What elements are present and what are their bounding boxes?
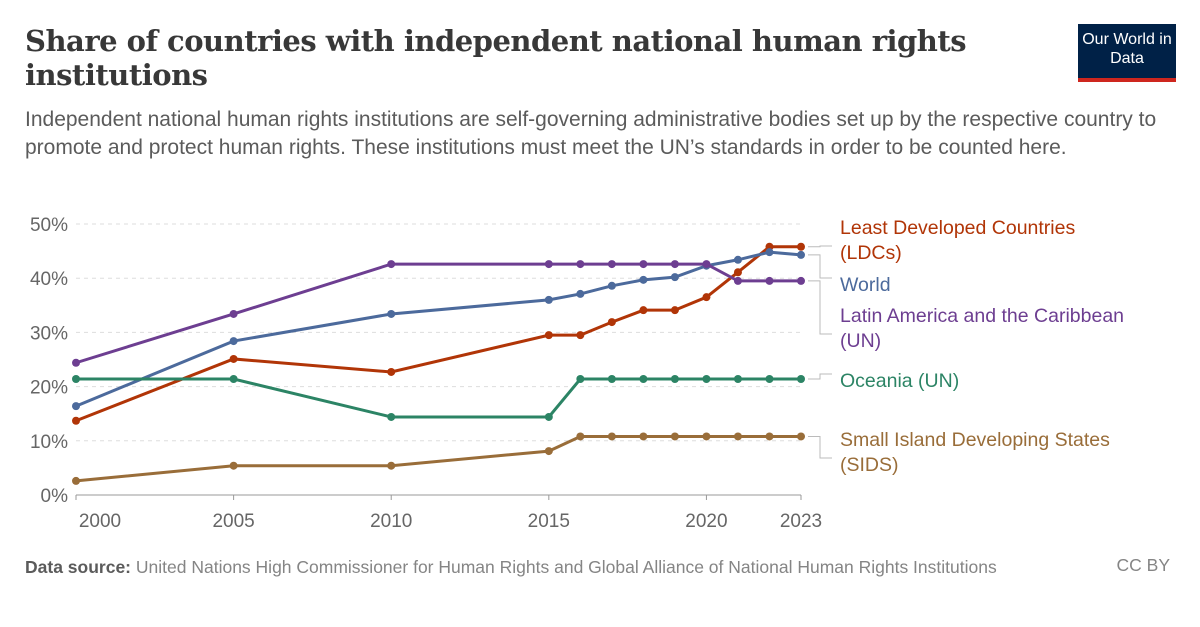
data-point[interactable] — [387, 461, 396, 470]
chart-subtitle: Independent national human rights instit… — [25, 108, 1157, 159]
data-point[interactable] — [639, 260, 648, 269]
data-point[interactable] — [639, 375, 648, 384]
data-point[interactable] — [797, 375, 805, 384]
y-tick-label: 10% — [30, 432, 68, 453]
y-tick-label: 40% — [30, 269, 68, 290]
data-point[interactable] — [797, 250, 805, 259]
data-point[interactable] — [387, 309, 396, 318]
y-tick-label: 0% — [41, 486, 69, 507]
data-point[interactable] — [607, 432, 616, 441]
data-point[interactable] — [387, 412, 396, 421]
label-connector — [808, 435, 832, 459]
data-point[interactable] — [229, 309, 238, 318]
y-tick-label: 50% — [30, 215, 68, 236]
series-label: (SIDS) — [840, 454, 899, 476]
data-point[interactable] — [765, 276, 774, 285]
data-point[interactable] — [670, 260, 679, 269]
data-point[interactable] — [639, 432, 648, 441]
data-point[interactable] — [576, 289, 585, 298]
series-label: (UN) — [840, 330, 881, 352]
series-label: Least Developed Countries — [840, 217, 1075, 239]
data-point[interactable] — [576, 331, 585, 340]
y-tick-label: 20% — [30, 378, 68, 399]
data-point[interactable] — [576, 432, 585, 441]
data-point[interactable] — [544, 412, 553, 421]
data-point[interactable] — [544, 447, 553, 456]
data-point[interactable] — [733, 432, 742, 441]
series-line[interactable] — [76, 377, 801, 419]
data-point[interactable] — [544, 260, 553, 269]
data-point[interactable] — [544, 295, 553, 304]
owid-logo[interactable]: Our World in Data — [1078, 24, 1176, 82]
data-point[interactable] — [670, 375, 679, 384]
data-point[interactable] — [544, 331, 553, 340]
data-point[interactable] — [733, 268, 742, 277]
series-line[interactable] — [75, 262, 801, 365]
series-line[interactable] — [75, 250, 802, 408]
data-source: Data source: United Nations High Commiss… — [25, 555, 1085, 579]
label-connector — [808, 373, 832, 380]
data-point[interactable] — [72, 416, 80, 425]
data-point[interactable] — [733, 276, 742, 285]
data-point[interactable] — [72, 402, 80, 411]
data-point[interactable] — [702, 432, 711, 441]
data-point[interactable] — [765, 248, 774, 257]
y-tick-label: 30% — [30, 323, 68, 344]
data-point[interactable] — [765, 375, 774, 384]
data-point[interactable] — [639, 306, 648, 315]
data-point[interactable] — [639, 275, 648, 284]
data-point[interactable] — [576, 260, 585, 269]
data-point[interactable] — [670, 306, 679, 315]
x-tick-label: 2020 — [685, 511, 727, 532]
chart-title: Share of countries with independent nati… — [25, 24, 967, 92]
series-label: Latin America and the Caribbean — [840, 305, 1124, 327]
data-point[interactable] — [229, 337, 238, 346]
data-point[interactable] — [607, 318, 616, 327]
x-tick-label: 2015 — [528, 511, 570, 532]
label-connector — [808, 254, 832, 279]
data-point[interactable] — [387, 367, 396, 376]
data-point[interactable] — [72, 375, 80, 384]
data-point[interactable] — [702, 375, 711, 384]
data-point[interactable] — [797, 276, 805, 285]
x-tick-label: 2000 — [79, 511, 121, 532]
data-point[interactable] — [733, 255, 742, 264]
data-point[interactable] — [702, 260, 711, 269]
series-label: Oceania (UN) — [840, 370, 959, 392]
data-point[interactable] — [670, 432, 679, 441]
x-tick-label: 2023 — [780, 511, 822, 532]
data-point[interactable] — [387, 260, 396, 269]
data-point[interactable] — [72, 358, 80, 367]
data-point[interactable] — [607, 375, 616, 384]
license[interactable]: CC BY — [1116, 555, 1170, 575]
label-connector — [808, 280, 832, 335]
data-point[interactable] — [607, 260, 616, 269]
series-line[interactable] — [75, 434, 801, 483]
data-point[interactable] — [797, 242, 805, 251]
data-point[interactable] — [702, 293, 711, 302]
series-label: Small Island Developing States — [840, 429, 1110, 451]
data-point[interactable] — [229, 375, 238, 384]
source-text[interactable]: United Nations High Commissioner for Hum… — [135, 557, 997, 577]
label-connector — [808, 245, 832, 248]
source-label: Data source: — [25, 557, 132, 577]
series-label: World — [840, 274, 891, 296]
data-point[interactable] — [670, 273, 679, 282]
data-point[interactable] — [607, 281, 616, 290]
data-point[interactable] — [576, 375, 585, 384]
data-point[interactable] — [797, 432, 805, 441]
data-point[interactable] — [229, 461, 238, 470]
x-tick-label: 2005 — [212, 511, 254, 532]
x-tick-label: 2010 — [370, 511, 412, 532]
series-line[interactable] — [75, 245, 801, 423]
series-label: (LDCs) — [840, 242, 902, 264]
data-point[interactable] — [765, 432, 774, 441]
data-point[interactable] — [733, 375, 742, 384]
data-point[interactable] — [72, 476, 80, 485]
data-point[interactable] — [229, 354, 238, 363]
